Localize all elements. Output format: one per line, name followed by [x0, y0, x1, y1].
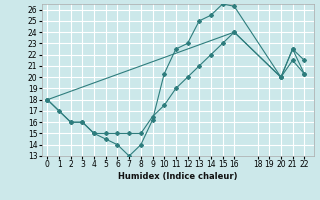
X-axis label: Humidex (Indice chaleur): Humidex (Indice chaleur) [118, 172, 237, 181]
